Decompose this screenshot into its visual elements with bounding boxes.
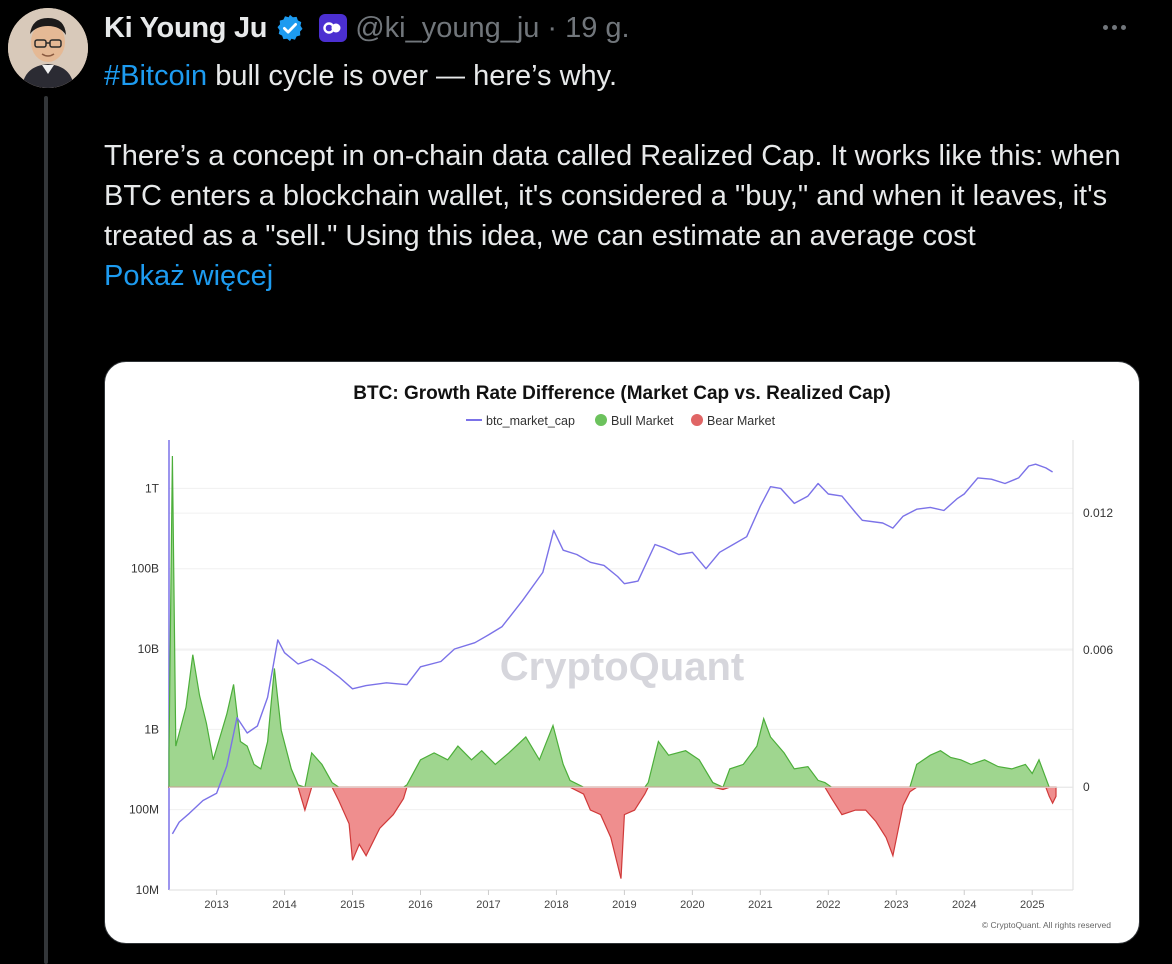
cryptoquant-badge-icon[interactable] bbox=[319, 14, 348, 42]
legend-marker-bear bbox=[691, 414, 703, 426]
x-tick-label: 2021 bbox=[748, 899, 772, 911]
show-more-link[interactable]: Pokaż więcej bbox=[104, 260, 274, 292]
chart-legend: btc_market_cap Bull Market Bear Market bbox=[466, 414, 776, 428]
author-handle[interactable]: @ki_young_ju bbox=[355, 11, 540, 44]
x-tick-label: 2017 bbox=[476, 899, 500, 911]
avatar[interactable] bbox=[8, 8, 88, 88]
copyright-text: © CryptoQuant. All rights reserved bbox=[982, 920, 1111, 930]
chart-image-card[interactable]: BTC: Growth Rate Difference (Market Cap … bbox=[104, 361, 1140, 944]
author-name[interactable]: Ki Young Ju bbox=[104, 11, 268, 44]
watermark: CryptoQuant bbox=[500, 645, 744, 689]
chart-svg: BTC: Growth Rate Difference (Market Cap … bbox=[129, 383, 1113, 930]
more-options-icon[interactable] bbox=[1092, 12, 1136, 42]
x-tick-label: 2018 bbox=[544, 899, 568, 911]
y-left-tick-label: 10B bbox=[138, 642, 159, 656]
tweet-paragraph-2: There’s a concept in on-chain data calle… bbox=[104, 140, 1121, 252]
legend-marker-bull bbox=[595, 414, 607, 426]
x-tick-label: 2024 bbox=[952, 899, 976, 911]
avatar-image bbox=[8, 8, 88, 88]
legend-market-cap: btc_market_cap bbox=[486, 414, 575, 428]
x-tick-label: 2020 bbox=[680, 899, 704, 911]
y-left-tick-label: 10M bbox=[136, 883, 159, 897]
x-tick-label: 2016 bbox=[408, 899, 432, 911]
x-tick-label: 2019 bbox=[612, 899, 636, 911]
separator-dot: · bbox=[547, 11, 558, 44]
y-left-tick-label: 100B bbox=[131, 562, 159, 576]
legend-bear-market: Bear Market bbox=[707, 414, 776, 428]
x-tick-label: 2013 bbox=[204, 899, 228, 911]
x-tick-label: 2014 bbox=[272, 899, 296, 911]
y-right-tick-label: 0.006 bbox=[1083, 643, 1113, 657]
hashtag-link[interactable]: #Bitcoin bbox=[104, 60, 208, 92]
tweet-line-1-text: bull cycle is over — here’s why. bbox=[207, 60, 618, 92]
x-tick-label: 2023 bbox=[884, 899, 908, 911]
x-tick-label: 2025 bbox=[1020, 899, 1044, 911]
y-right-tick-label: 0.012 bbox=[1083, 506, 1113, 520]
bear-market-area bbox=[168, 786, 1057, 879]
x-tick-label: 2015 bbox=[340, 899, 364, 911]
tweet-line-1: #Bitcoin bull cycle is over — here’s why… bbox=[104, 56, 1124, 96]
legend-bull-market: Bull Market bbox=[611, 414, 674, 428]
btc-market-cap-line bbox=[171, 463, 1053, 835]
y-left-tick-label: 1T bbox=[145, 481, 160, 495]
tweet-text: #Bitcoin bull cycle is over — here’s why… bbox=[104, 56, 1124, 296]
x-tick-label: 2022 bbox=[816, 899, 840, 911]
timestamp[interactable]: 19 g. bbox=[565, 11, 630, 44]
chart-title: BTC: Growth Rate Difference (Market Cap … bbox=[353, 383, 890, 404]
tweet-header: Ki Young Ju @ki_young_ju · 19 g. bbox=[104, 10, 630, 46]
y-right-tick-label: 0 bbox=[1083, 780, 1090, 794]
thread-line bbox=[44, 96, 48, 964]
bull-market-area bbox=[168, 455, 1058, 789]
y-left-tick-label: 100M bbox=[129, 803, 159, 817]
verified-check-icon bbox=[277, 14, 303, 42]
y-left-tick-label: 1B bbox=[144, 722, 159, 736]
